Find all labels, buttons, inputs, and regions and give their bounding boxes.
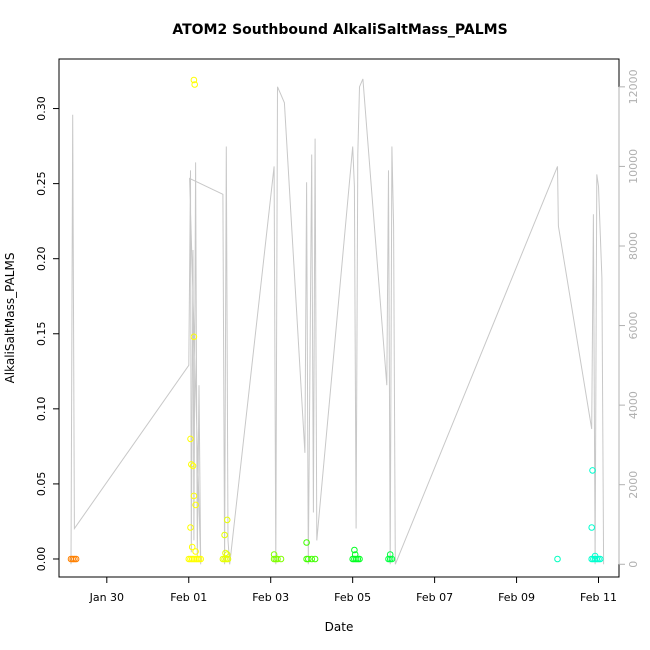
data-point xyxy=(554,555,561,563)
x-tick-label: Feb 09 xyxy=(498,591,535,604)
y-tick-label: 0.05 xyxy=(35,472,48,497)
y-tick-label: 0.10 xyxy=(35,397,48,422)
data-point xyxy=(308,555,316,563)
data-point xyxy=(274,555,281,563)
data-point xyxy=(222,549,229,557)
data-point xyxy=(311,555,319,563)
plot-frame xyxy=(58,58,620,578)
data-point xyxy=(386,551,394,558)
y-tick-label: 0.25 xyxy=(35,171,48,196)
data-point xyxy=(224,555,232,563)
altitude-line xyxy=(70,78,605,565)
data-point xyxy=(190,333,198,341)
right-y-tick-label: 2000 xyxy=(627,471,640,499)
x-tick-label: Feb 03 xyxy=(252,591,289,604)
altitude-trace xyxy=(70,78,605,565)
data-point xyxy=(192,548,199,555)
data-point xyxy=(221,531,228,539)
chart-title: ATOM2 Southbound AlkaliSaltMass_PALMS xyxy=(172,22,507,38)
right-y-axis: 0 2000 4000 6000 8000 10000 12000 xyxy=(618,69,640,568)
data-point xyxy=(190,492,198,500)
right-y-tick-label: 4000 xyxy=(627,391,640,419)
x-axis-label: Date xyxy=(325,620,354,634)
data-point xyxy=(303,539,310,546)
data-point xyxy=(356,555,363,563)
data-point xyxy=(305,555,312,563)
data-point xyxy=(223,516,231,524)
data-point xyxy=(589,467,596,474)
x-tick-label: Jan 30 xyxy=(89,591,124,604)
right-y-tick-label: 10000 xyxy=(627,149,640,184)
y-axis-label: AlkaliSaltMass_PALMS xyxy=(3,253,17,384)
x-axis: Jan 30 Feb 01 Feb 03 Feb 05 Feb 07 Feb 09 Feb … xyxy=(89,576,617,604)
data-point xyxy=(188,461,195,468)
data-point xyxy=(596,555,604,563)
data-point xyxy=(187,524,194,531)
right-y-tick-label: 12000 xyxy=(627,69,640,104)
data-point xyxy=(223,551,231,558)
data-point xyxy=(197,555,204,563)
data-point xyxy=(191,81,198,88)
y-tick-label: 0.20 xyxy=(35,246,48,271)
data-point xyxy=(388,555,396,563)
x-tick-label: Feb 11 xyxy=(580,591,617,604)
y-axis: 0.00 0.05 0.10 0.15 0.20 0.25 0.30 xyxy=(35,96,60,572)
data-point xyxy=(72,555,80,563)
data-point xyxy=(277,555,285,563)
data-point xyxy=(187,435,194,443)
data-point xyxy=(351,551,359,558)
x-tick-label: Feb 05 xyxy=(334,591,371,604)
y-tick-label: 0.30 xyxy=(35,96,48,121)
data-point xyxy=(591,552,599,560)
data-point xyxy=(270,551,278,558)
y-tick-label: 0.00 xyxy=(35,547,48,572)
data-point xyxy=(190,76,198,84)
data-points xyxy=(67,76,604,563)
right-y-tick-label: 8000 xyxy=(627,232,640,260)
right-y-tick-label: 0 xyxy=(627,561,640,568)
data-point xyxy=(188,543,196,551)
right-y-tick-label: 6000 xyxy=(627,312,640,340)
x-tick-label: Feb 07 xyxy=(416,591,453,604)
data-point xyxy=(351,546,358,554)
data-point xyxy=(192,501,199,509)
data-point xyxy=(588,524,596,531)
data-point xyxy=(189,462,197,470)
x-tick-label: Feb 01 xyxy=(170,591,207,604)
y-tick-label: 0.15 xyxy=(35,322,48,347)
